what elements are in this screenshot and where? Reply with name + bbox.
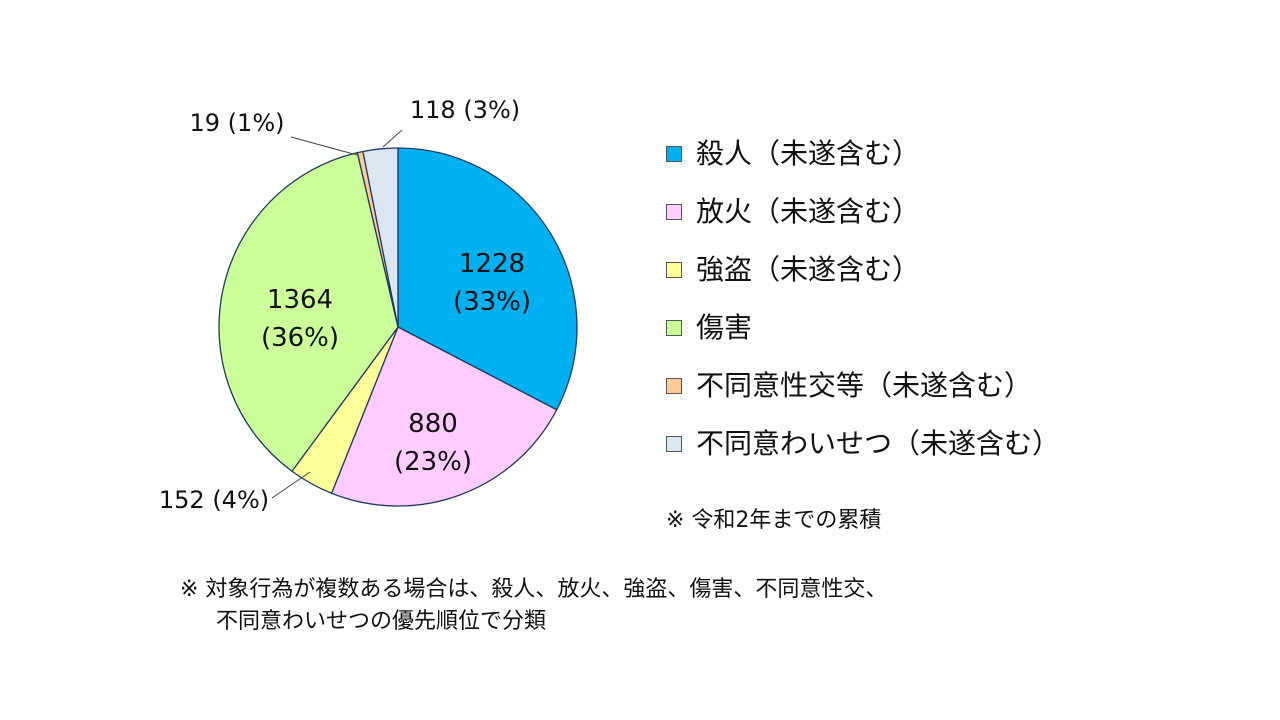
slice-percent-label-murder: (33%) — [453, 287, 531, 317]
legend-swatch-nonconsensual-intercourse — [666, 378, 682, 394]
legend-swatch-arson — [666, 204, 682, 220]
slice-value-label-murder: 1228 — [459, 249, 525, 279]
pie-slice-arson — [330, 326, 558, 507]
classification-note: ※ 対象行為が複数ある場合は、殺人、放火、強盗、傷害、不同意性交、 不同意わいせ… — [180, 574, 887, 638]
cumulative-note: ※ 令和2年までの累積 — [666, 508, 882, 533]
legend-label-robbery: 強盗（未遂含む） — [696, 253, 921, 286]
slice-value-label-nonconsensual-intercourse: 19 (1%) — [190, 109, 285, 137]
leader-line-nonconsensual-intercourse — [290, 136, 358, 156]
legend-label-arson: 放火（未遂含む） — [696, 195, 921, 228]
pie-slice-nonconsensual-indecency — [362, 147, 399, 328]
classification-note-line-2: 不同意わいせつの優先順位で分類 — [216, 609, 547, 634]
legend-swatch-nonconsensual-indecency — [666, 436, 682, 452]
slice-value-label-nonconsensual-indecency: 118 (3%) — [410, 96, 520, 124]
slice-percent-label-arson: (23%) — [394, 447, 472, 477]
pie-slices — [218, 147, 578, 507]
legend-swatch-injury — [666, 320, 682, 336]
slice-value-label-injury: 1364 — [267, 285, 333, 315]
legend-label-nonconsensual-intercourse: 不同意性交等（未遂含む） — [696, 369, 1033, 402]
leader-line-nonconsensual-indecency — [382, 129, 403, 148]
legend-swatch-robbery — [666, 262, 682, 278]
classification-note-line-1: ※ 対象行為が複数ある場合は、殺人、放火、強盗、傷害、不同意性交、 — [180, 577, 888, 602]
slice-value-label-arson: 880 — [408, 409, 458, 439]
slice-percent-label-injury: (36%) — [261, 323, 339, 353]
pie-slice-injury — [218, 151, 399, 473]
pie-slice-murder — [397, 147, 578, 411]
legend-label-nonconsensual-indecency: 不同意わいせつ（未遂含む） — [696, 427, 1061, 460]
slice-value-label-robbery: 152 (4%) — [159, 486, 269, 514]
legend-label-murder: 殺人（未遂含む） — [696, 137, 921, 170]
legend-label-injury: 傷害 — [696, 311, 753, 344]
legend-swatch-murder — [666, 146, 682, 162]
leader-lines — [271, 129, 403, 499]
slice-labels: 1228 (33%) 880 (23%) 152 (4%) 1364 (36%) 19 (1%… — [159, 96, 531, 514]
leader-line-robbery — [271, 471, 311, 499]
